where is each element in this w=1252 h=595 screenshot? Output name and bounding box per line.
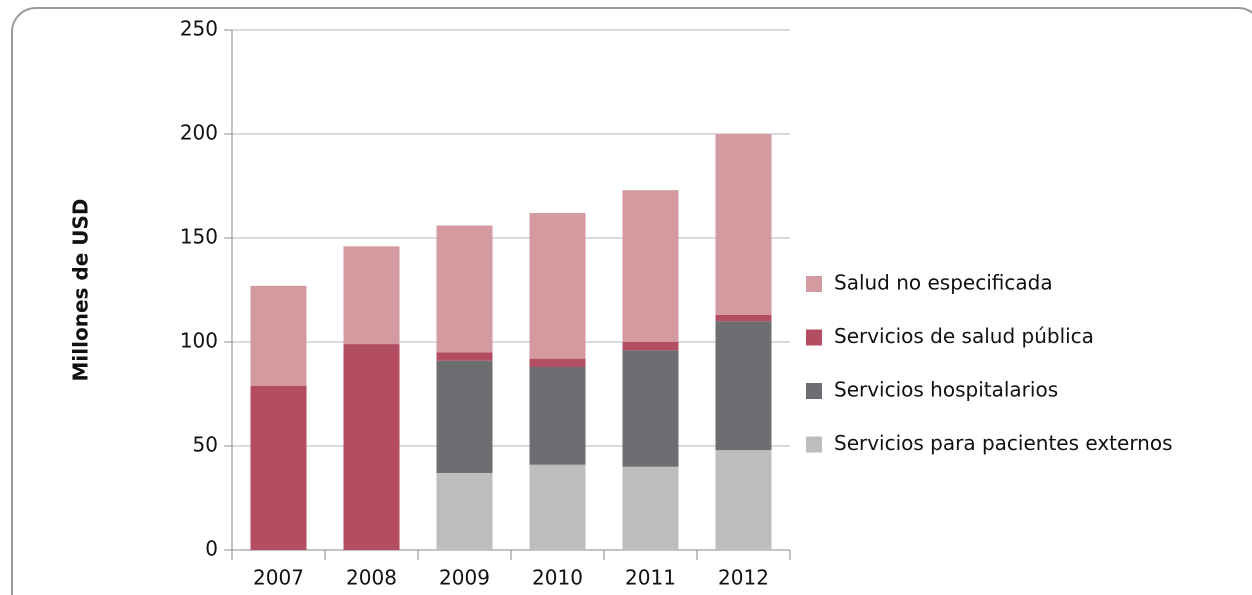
legend-swatch [806,329,822,346]
y-tick-label: 200 [180,121,218,145]
x-tick-label: 2012 [718,566,769,590]
legend-label: Salud no especificada [834,271,1053,295]
legend-label: Servicios hospitalarios [834,378,1058,402]
x-tick-label: 2009 [439,566,490,590]
legend-label: Servicios de salud pública [834,324,1094,348]
bar-segment [529,464,586,550]
bar-segment [622,190,679,342]
chart-border [11,7,1252,595]
x-tick-label: 2010 [532,566,583,590]
legend-swatch [806,276,822,292]
y-tick-label: 50 [193,433,218,457]
bar-segment [529,358,586,367]
x-tick-label: 2008 [346,566,397,590]
x-tick-label: 2007 [253,566,304,590]
y-tick-label: 100 [180,329,218,353]
bar-segment [343,246,400,345]
bar-segment [250,285,307,386]
bar-segment [622,466,679,550]
y-tick-label: 150 [180,225,218,249]
legend-swatch [806,436,822,453]
legend-label: Servicios para pacientes externos [834,431,1173,455]
bar-segment [436,360,493,474]
bar-segment [715,314,772,322]
bar-segment [715,321,772,451]
x-tick-label: 2011 [625,566,676,590]
bar-segment [343,344,400,550]
y-tick-label: 0 [205,537,218,561]
bar-segment [529,213,586,359]
legend-swatch [806,383,822,399]
y-axis-label: Millones de USD [69,199,93,382]
bar-segment [436,473,493,550]
bar-segment [715,134,772,315]
bar-segment [250,385,307,550]
bar-segment [529,366,586,465]
y-tick-label: 250 [180,17,218,41]
bar-segment [622,342,679,351]
bar-segment [715,450,772,550]
bar-segment [436,225,493,353]
bar-segment [436,352,493,361]
bar-segment [622,350,679,467]
